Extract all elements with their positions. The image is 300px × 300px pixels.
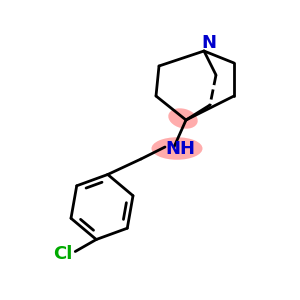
Ellipse shape (168, 108, 198, 129)
Text: Cl: Cl (54, 245, 73, 263)
Ellipse shape (152, 137, 202, 160)
Text: N: N (201, 34, 216, 52)
Text: NH: NH (165, 140, 195, 158)
